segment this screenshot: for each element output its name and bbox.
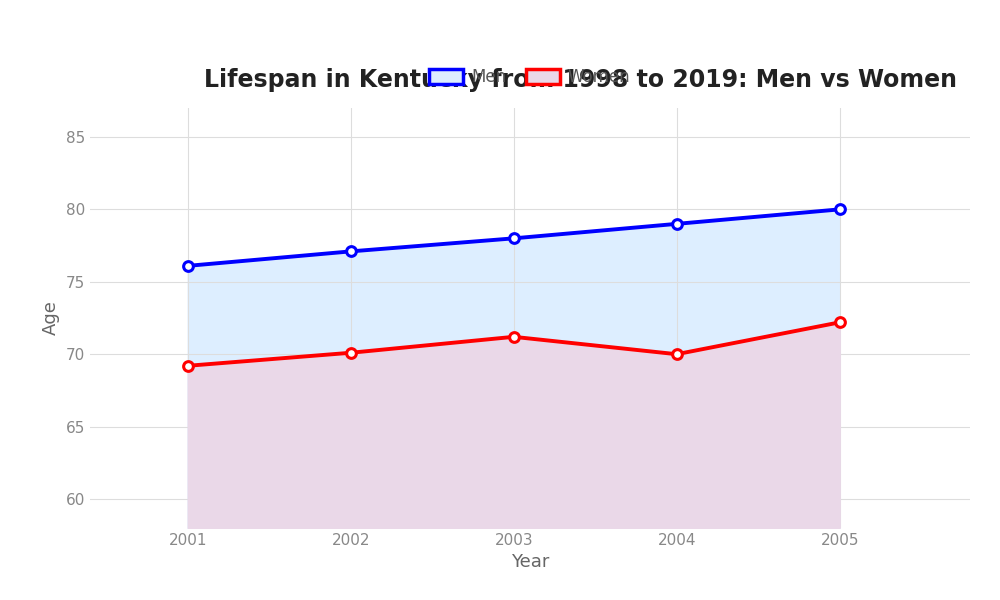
Text: Lifespan in Kentucky from 1998 to 2019: Men vs Women: Lifespan in Kentucky from 1998 to 2019: … bbox=[204, 68, 957, 92]
Y-axis label: Age: Age bbox=[42, 301, 60, 335]
X-axis label: Year: Year bbox=[511, 553, 549, 571]
Legend: Men, Women: Men, Women bbox=[423, 62, 637, 93]
